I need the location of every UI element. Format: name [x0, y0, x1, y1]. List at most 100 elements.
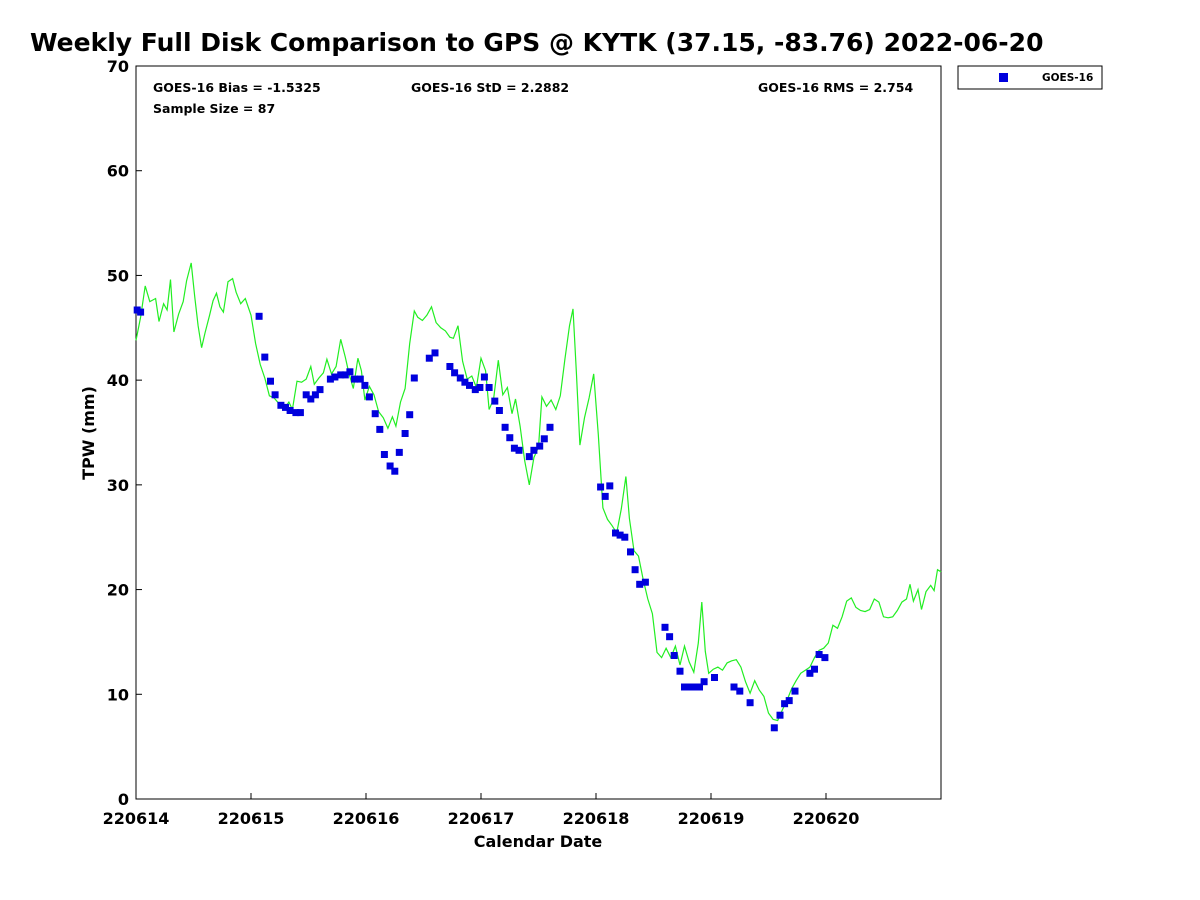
goes16-point [601, 492, 609, 500]
x-tick-label: 220620 [793, 809, 860, 828]
goes16-point [282, 403, 289, 411]
goes16-point [302, 391, 310, 399]
goes16-point [791, 687, 799, 695]
stat-std: GOES-16 StD = 2.2882 [411, 80, 569, 95]
goes16-point [495, 407, 503, 414]
goes16-point [466, 381, 473, 389]
goes16-point [616, 531, 624, 539]
goes16-point [515, 446, 523, 454]
goes16-point [506, 434, 514, 442]
chart-title: Weekly Full Disk Comparison to GPS @ KYT… [30, 28, 1044, 57]
goes16-point [612, 529, 619, 537]
goes16-point [770, 724, 778, 732]
x-tick-label: 220615 [218, 809, 285, 828]
goes16-point [255, 312, 263, 320]
goes16-point [380, 451, 388, 458]
goes16-point [781, 700, 789, 708]
goes16-point [480, 373, 488, 381]
goes16-point [746, 699, 754, 707]
goes16-point [485, 384, 493, 391]
goes16-point [530, 446, 538, 454]
goes16-point [785, 697, 793, 705]
goes16-point [371, 410, 379, 418]
y-axis-label: TPW (mm) [79, 386, 98, 480]
goes16-point [456, 374, 464, 382]
y-tick-label: 70 [107, 57, 129, 76]
goes16-point [691, 683, 699, 691]
goes16-point [307, 395, 315, 403]
y-tick-label: 0 [118, 790, 129, 809]
stat-bias: GOES-16 Bias = -1.5325 [153, 80, 321, 95]
goes16-point [821, 654, 829, 662]
goes16-point [277, 401, 285, 409]
goes16-point [451, 369, 459, 377]
goes16-point [700, 678, 708, 686]
goes16-point [395, 448, 403, 456]
goes16-point [641, 578, 649, 586]
stat-sample-size: Sample Size = 87 [153, 101, 275, 116]
axis-ticks: 0 10 20 30 40 50 60 70 220614 220615 220616 220617 2… [103, 57, 860, 828]
y-tick-label: 10 [107, 685, 129, 704]
goes16-point [685, 683, 693, 691]
goes16-point [292, 409, 300, 417]
goes16-point [510, 444, 518, 452]
goes16-point [681, 683, 688, 691]
goes16-point [540, 435, 548, 443]
goes16-point [461, 378, 469, 386]
goes16-point [271, 391, 279, 399]
goes16-point [446, 363, 454, 370]
goes16-point [670, 652, 678, 659]
y-tick-label: 40 [107, 371, 129, 390]
goes16-point [711, 674, 718, 681]
y-tick-label: 30 [107, 476, 129, 495]
goes16-point [376, 425, 384, 433]
goes16-point [597, 483, 605, 491]
goes16-point [536, 442, 544, 450]
gps-line [135, 262, 942, 722]
goes16-point [326, 375, 334, 383]
goes16-point [621, 533, 629, 541]
legend: GOES-16 [957, 65, 1103, 90]
goes16-series [133, 306, 829, 732]
goes16-point [636, 580, 644, 588]
goes16-point [811, 665, 818, 673]
goes16-point [696, 683, 703, 691]
x-tick-label: 220618 [563, 809, 630, 828]
goes16-point [365, 393, 373, 401]
x-tick-label: 220617 [448, 809, 515, 828]
goes16-point [337, 371, 345, 379]
goes16-point [631, 566, 639, 574]
goes16-point [346, 368, 354, 376]
goes16-point [401, 430, 409, 437]
goes16-point [471, 386, 479, 394]
goes16-point [676, 667, 684, 675]
goes16-point [406, 411, 414, 419]
goes16-point [525, 453, 533, 461]
goes16-point [425, 354, 433, 362]
goes16-point [666, 633, 674, 641]
goes16-point [286, 407, 294, 414]
goes16-point [361, 381, 369, 389]
goes16-point [137, 308, 145, 316]
goes16-point [661, 623, 669, 631]
goes16-point [476, 384, 484, 391]
goes16-point [627, 548, 634, 556]
x-axis-label: Calendar Date [474, 832, 603, 851]
goes16-point [316, 386, 324, 394]
x-tick-label: 220619 [678, 809, 745, 828]
goes16-point [491, 397, 499, 405]
x-tick-label: 220614 [103, 809, 170, 828]
goes16-point [606, 482, 614, 490]
y-tick-label: 50 [107, 266, 129, 285]
goes16-point [391, 467, 399, 475]
plot-frame [135, 65, 942, 800]
stat-rms: GOES-16 RMS = 2.754 [758, 80, 913, 95]
y-tick-label: 20 [107, 581, 129, 600]
goes16-point [501, 423, 509, 431]
goes16-point [356, 375, 364, 383]
goes16-point [736, 687, 744, 695]
legend-marker [999, 73, 1008, 82]
legend-label: GOES-16 [1042, 72, 1093, 84]
legend-box [957, 65, 1103, 90]
